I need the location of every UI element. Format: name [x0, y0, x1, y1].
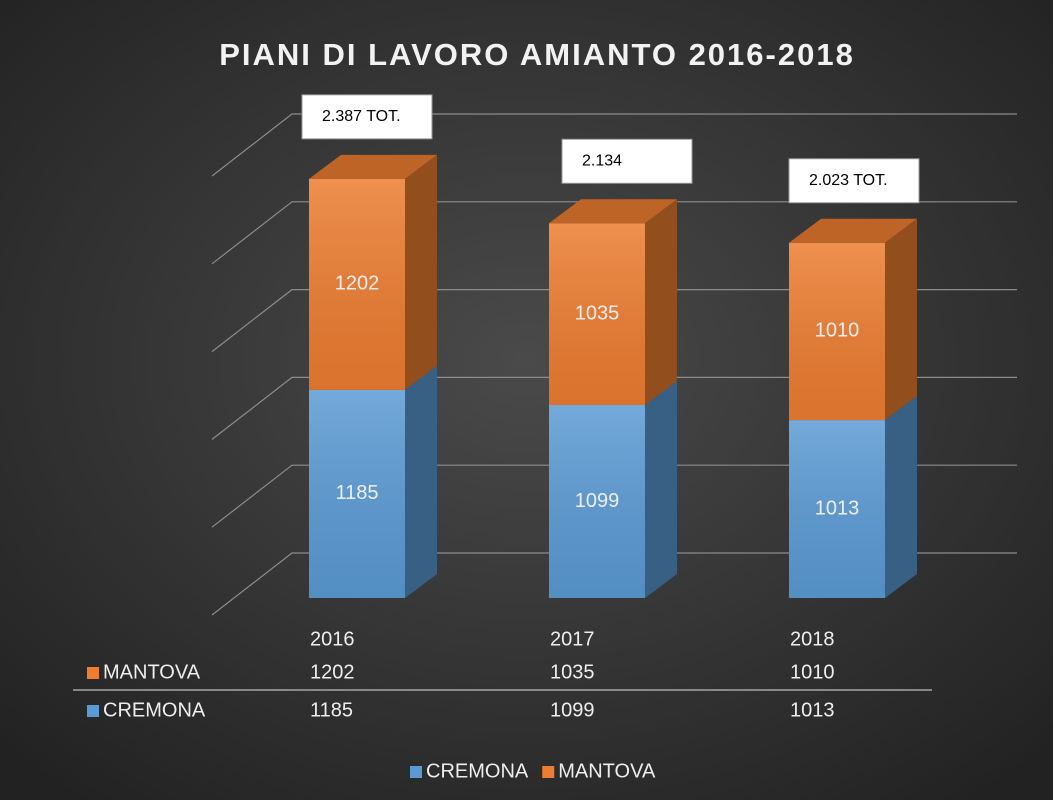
x-tick-label: 2018	[790, 628, 835, 650]
bar-side	[405, 154, 437, 390]
legend-key	[87, 667, 99, 679]
grid-line	[211, 464, 1017, 528]
grid-line	[211, 289, 1017, 353]
bar-top	[789, 218, 917, 243]
data-label: 1010	[815, 320, 860, 342]
chart-title: PIANI DI LAVORO AMIANTO 2016-2018	[219, 37, 855, 72]
x-tick-label: 2016	[310, 628, 355, 650]
legend-key	[410, 766, 422, 778]
data-label: 1202	[335, 273, 380, 295]
grid-line	[211, 201, 1017, 265]
grid-line	[211, 113, 1017, 177]
bar-sheen	[309, 178, 405, 390]
annotation-box	[301, 94, 433, 140]
table-row-label: CREMONA	[103, 699, 206, 721]
bar-side	[405, 365, 437, 598]
table-cell: 1099	[550, 699, 595, 721]
legend-key	[87, 705, 99, 717]
data-label: 1013	[815, 497, 860, 519]
table-cell: 1013	[790, 699, 835, 721]
data-label: 1035	[575, 302, 620, 324]
bar-side	[885, 218, 917, 421]
bar-sheen	[789, 242, 885, 421]
grid-line	[211, 552, 1017, 616]
bar-side	[885, 396, 917, 598]
legend-label: MANTOVA	[558, 760, 656, 782]
table-cell: 1035	[550, 661, 595, 683]
bar-side	[645, 199, 677, 406]
x-tick-label: 2017	[550, 628, 595, 650]
bar-sheen	[789, 420, 885, 598]
bar-top	[549, 199, 677, 224]
data-label: 1099	[575, 490, 620, 512]
table-row-label: MANTOVA	[103, 661, 201, 683]
annotation: 2.387 TOT.	[322, 108, 401, 125]
annotation-box	[561, 138, 693, 184]
bar-side	[645, 381, 677, 598]
legend-label: CREMONA	[426, 760, 529, 782]
grid-line	[211, 376, 1017, 440]
annotation: 2.134	[582, 152, 622, 169]
table-cell: 1202	[310, 661, 355, 683]
annotation-box	[788, 158, 920, 204]
annotation: 2.023 TOT.	[809, 172, 888, 189]
legend-key	[542, 766, 555, 778]
data-label: 1185	[335, 482, 378, 504]
bar-top	[309, 154, 437, 179]
bar-sheen	[549, 405, 645, 598]
bar-sheen	[309, 389, 405, 598]
bar-sheen	[549, 223, 645, 406]
table-cell: 1010	[790, 661, 835, 683]
table-cell: 1185	[310, 699, 353, 721]
